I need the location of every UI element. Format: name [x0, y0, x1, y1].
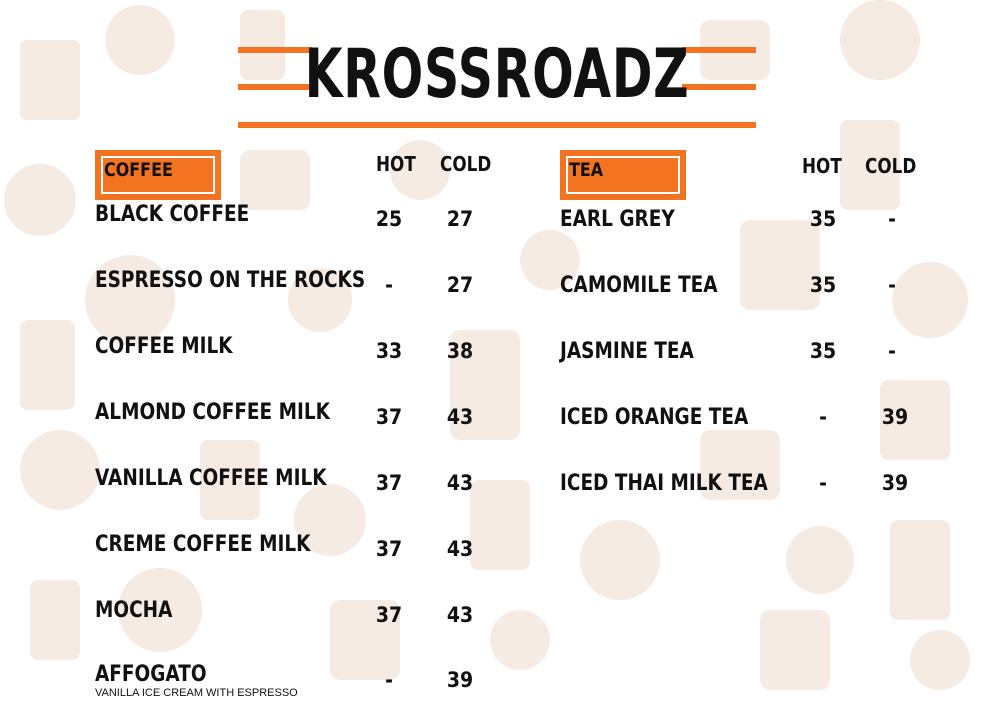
item-name: ICED ORANGE TEA [560, 405, 749, 430]
cold-price: 39 [881, 471, 909, 495]
item-name: CAMOMILE TEA [560, 273, 718, 298]
title-underline [238, 122, 756, 128]
item-name: COFFEE MILK [95, 334, 233, 359]
coffee-cold-label: COLD [440, 152, 492, 176]
hot-price: - [385, 668, 393, 692]
cold-price: - [888, 273, 896, 297]
hot-price: 37 [375, 405, 403, 429]
item-name: ESPRESSO ON THE ROCKS [95, 268, 366, 293]
hot-price: 35 [809, 273, 837, 297]
title-bar-left-bottom [238, 84, 312, 90]
item-name: JASMINE TEA [560, 339, 694, 364]
cold-price: 43 [446, 603, 474, 627]
cold-price: 39 [881, 405, 909, 429]
hot-price: 25 [375, 207, 403, 231]
cold-price: 27 [446, 207, 474, 231]
cold-price: 27 [446, 273, 474, 297]
item-name: BLACK COFFEE [95, 202, 250, 227]
tea-hot-label: HOT [802, 154, 842, 178]
item-name: ALMOND COFFEE MILK [95, 400, 330, 425]
item-name: EARL GREY [560, 207, 675, 232]
title-bar-left-top [238, 47, 312, 53]
cold-price: 38 [446, 339, 474, 363]
hot-price: 33 [375, 339, 403, 363]
title-bar-right-bottom [682, 84, 756, 90]
coffee-hot-label: HOT [376, 152, 416, 176]
cold-price: 39 [446, 668, 474, 692]
hot-price: 37 [375, 471, 403, 495]
hot-price: 35 [809, 339, 837, 363]
brand-title: KROSSROADZ [304, 35, 690, 114]
tea-cold-label: COLD [865, 154, 917, 178]
hot-price: 35 [809, 207, 837, 231]
item-name: AFFOGATO [95, 662, 207, 687]
item-name: MOCHA [95, 598, 173, 623]
title-bar-right-top [682, 47, 756, 53]
item-name: CREME COFFEE MILK [95, 532, 311, 557]
hot-price: - [819, 405, 827, 429]
item-name: ICED THAI MILK TEA [560, 471, 768, 496]
cold-price: - [888, 207, 896, 231]
coffee-section-label: COFFEE [104, 159, 173, 181]
hot-price: 37 [375, 603, 403, 627]
cold-price: - [888, 339, 896, 363]
cold-price: 43 [446, 537, 474, 561]
cold-price: 43 [446, 405, 474, 429]
tea-section-header: TEA [560, 150, 686, 200]
coffee-section-header: COFFEE [95, 150, 221, 200]
hot-price: 37 [375, 537, 403, 561]
item-name: VANILLA COFFEE MILK [95, 466, 327, 491]
hot-price: - [385, 273, 393, 297]
item-note: VANILLA ICE CREAM WITH ESPRESSO [95, 687, 298, 699]
hot-price: - [819, 471, 827, 495]
cold-price: 43 [446, 471, 474, 495]
tea-section-label: TEA [569, 159, 604, 181]
